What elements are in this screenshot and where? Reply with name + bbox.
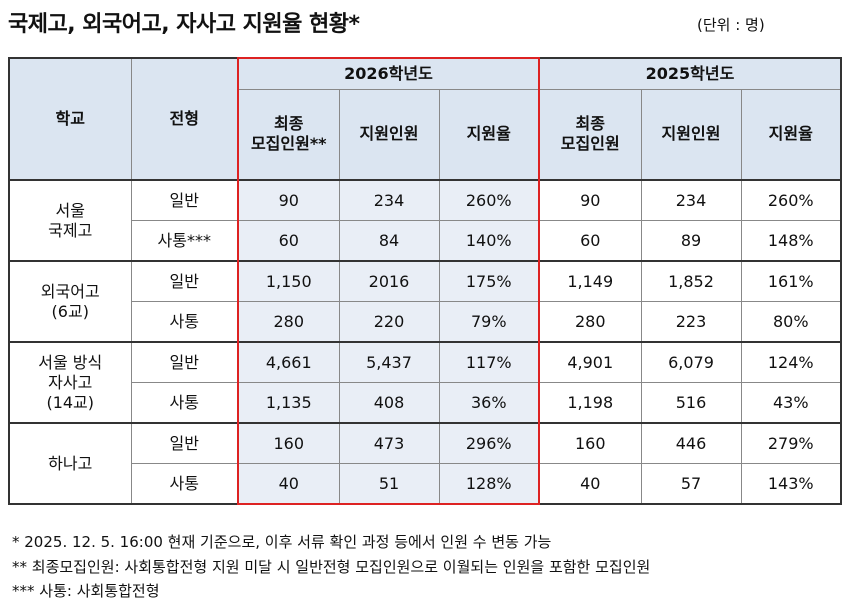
value-cell: 60 (538, 220, 642, 262)
table: 학교 전형 2026학년도 2025학년도 최종 모집인원** 지원인원 지원율 최종… (8, 57, 842, 505)
value-cell: 223 (640, 301, 742, 343)
value-cell: 4,661 (237, 341, 340, 383)
value-cell: 79% (438, 301, 540, 343)
value-cell: 6,079 (640, 341, 742, 383)
value-cell: 5,437 (338, 341, 440, 383)
school-cell: 외국어고 (6교) (8, 260, 132, 343)
value-cell: 57 (640, 463, 742, 505)
title: 국제고, 외국어고, 자사고 지원율 현황* (8, 12, 360, 37)
value-cell: 4,901 (538, 341, 642, 383)
value-cell: 128% (438, 463, 540, 505)
header-cell: 학교 (8, 57, 132, 181)
header-cell: 전형 (130, 57, 239, 181)
value-cell: 1,852 (640, 260, 742, 302)
unit: (단위 : 명) (697, 16, 765, 34)
value-cell: 408 (338, 382, 440, 424)
track-cell: 일반 (130, 179, 239, 221)
track-cell: 사통 (130, 301, 239, 343)
value-cell: 90 (237, 179, 340, 221)
value-cell: 80% (740, 301, 842, 343)
school-cell: 서울 방식 자사고 (14교) (8, 341, 132, 424)
value-cell: 516 (640, 382, 742, 424)
value-cell: 175% (438, 260, 540, 302)
value-cell: 40 (538, 463, 642, 505)
value-cell: 36% (438, 382, 540, 424)
value-cell: 280 (538, 301, 642, 343)
header-cell: 최종 모집인원 (538, 88, 642, 181)
value-cell: 148% (740, 220, 842, 262)
value-cell: 60 (237, 220, 340, 262)
track-cell: 사통 (130, 382, 239, 424)
row: 하나고 일반 160 473 296% 160 446 279% (8, 422, 842, 505)
header-cell: 2026학년도 (237, 57, 540, 90)
track-cell: 일반 (130, 341, 239, 383)
value-cell: 90 (538, 179, 642, 221)
track-cell: 사통*** (130, 220, 239, 262)
school-cell: 서울 국제고 (8, 179, 132, 262)
value-cell: 260% (438, 179, 540, 221)
value-cell: 260% (740, 179, 842, 221)
school-cell: 하나고 (8, 422, 132, 505)
track-cell: 일반 (130, 422, 239, 464)
value-cell: 51 (338, 463, 440, 505)
value-cell: 1,198 (538, 382, 642, 424)
row: 사통 1,135 408 36% 1,198 516 43% (9, 382, 842, 424)
value-cell: 220 (338, 301, 440, 343)
note: ** 최종모집인원: 사회통합전형 지원 미달 시 일반전형 모집인원으로 이월… (12, 557, 651, 576)
note: * 2025. 12. 5. 16:00 현재 기준으로, 이후 서류 확인 과… (12, 533, 552, 551)
value-cell: 117% (438, 341, 540, 383)
row: 사통 280 220 79% 280 223 80% (9, 301, 842, 343)
value-cell: 160 (538, 422, 642, 464)
value-cell: 124% (740, 341, 842, 383)
value-cell: 446 (640, 422, 742, 464)
value-cell: 140% (438, 220, 540, 262)
row: 사통*** 60 84 140% 60 89 148% (9, 220, 842, 262)
value-cell: 89 (640, 220, 742, 262)
value-cell: 1,150 (237, 260, 340, 302)
value-cell: 160 (237, 422, 340, 464)
header-cell: 지원인원 (640, 88, 742, 181)
header-cell: 2025학년도 (538, 57, 842, 90)
row: 외국어고 (6교) 일반 1,150 2016 175% 1,149 1,852 161% (8, 260, 842, 343)
value-cell: 84 (338, 220, 440, 262)
value-cell: 161% (740, 260, 842, 302)
value-cell: 234 (338, 179, 440, 221)
header-cell: 지원율 (438, 88, 540, 181)
notes: * 2025. 12. 5. 16:00 현재 기준으로, 이후 서류 확인 과… (12, 530, 650, 604)
value-cell: 2016 (338, 260, 440, 302)
note: *** 사통: 사회통합전형 (12, 582, 160, 600)
value-cell: 40 (237, 463, 340, 505)
track-cell: 일반 (130, 260, 239, 302)
value-cell: 279% (740, 422, 842, 464)
value-cell: 234 (640, 179, 742, 221)
value-cell: 296% (438, 422, 540, 464)
track-cell: 사통 (130, 463, 239, 505)
row: 사통 40 51 128% 40 57 143% (9, 463, 842, 505)
value-cell: 43% (740, 382, 842, 424)
row: 서울 방식 자사고 (14교) 일반 4,661 5,437 117% 4,901 6,07… (8, 341, 842, 424)
header-cell: 지원율 (740, 88, 842, 181)
value-cell: 143% (740, 463, 842, 505)
value-cell: 473 (338, 422, 440, 464)
row: 서울 국제고 일반 90 234 260% 90 234 260% (8, 179, 842, 262)
header-cell: 최종 모집인원** (237, 88, 340, 181)
value-cell: 1,135 (237, 382, 340, 424)
value-cell: 1,149 (538, 260, 642, 302)
header-cell: 지원인원 (338, 88, 440, 181)
value-cell: 280 (237, 301, 340, 343)
